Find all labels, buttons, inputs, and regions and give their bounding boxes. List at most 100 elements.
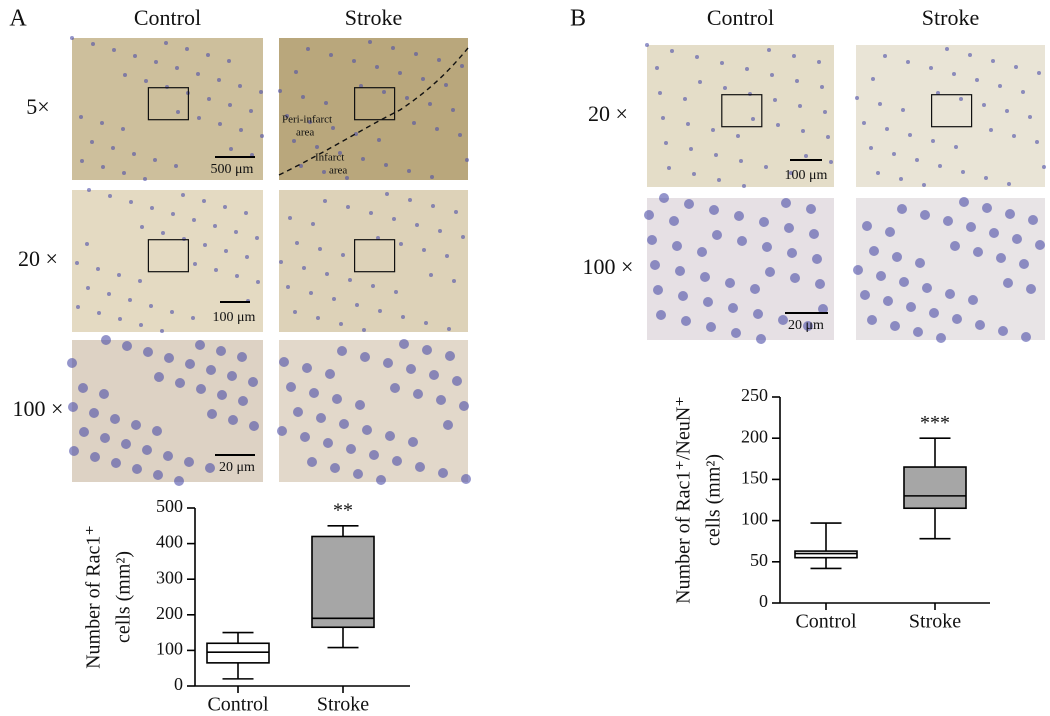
cell	[445, 254, 449, 258]
cell	[428, 102, 432, 106]
cell	[998, 84, 1002, 88]
y-tick-label: 0	[759, 591, 768, 611]
cell	[176, 110, 180, 114]
cell	[689, 147, 693, 151]
cell	[698, 80, 702, 84]
cell	[121, 127, 125, 131]
cell	[883, 54, 887, 58]
micrograph	[72, 38, 263, 180]
y-axis-label: Number of Rac1⁺/NeuN⁺	[673, 396, 695, 604]
cell	[885, 227, 895, 237]
cell	[206, 53, 210, 57]
cell	[184, 457, 194, 467]
cell	[322, 170, 326, 174]
cell	[829, 160, 833, 164]
cell	[369, 450, 379, 460]
cell	[1014, 65, 1018, 69]
cell	[227, 59, 231, 63]
cell	[429, 370, 439, 380]
significance-label: ***	[920, 412, 950, 434]
cell	[801, 129, 805, 133]
cell	[452, 279, 456, 283]
cell	[69, 446, 79, 456]
y-tick-label: 250	[741, 385, 768, 405]
row-label: 20 ×	[18, 246, 58, 271]
cell	[989, 128, 993, 132]
cell	[238, 396, 248, 406]
image-annotation: area	[329, 165, 347, 177]
cell	[855, 96, 859, 100]
cell	[213, 224, 217, 228]
cell	[316, 413, 326, 423]
cell	[669, 216, 679, 226]
cell	[97, 311, 101, 315]
cell	[79, 115, 83, 119]
cell	[407, 169, 411, 173]
cell	[260, 134, 264, 138]
cell	[121, 439, 131, 449]
cell	[306, 47, 310, 51]
cell	[764, 165, 768, 169]
cell	[377, 138, 381, 142]
scale-bar-label: 100 μm	[785, 168, 828, 183]
cell	[174, 164, 178, 168]
cell	[954, 145, 958, 149]
cell	[820, 85, 824, 89]
cell	[952, 314, 962, 324]
cell	[332, 297, 336, 301]
cell	[277, 426, 287, 436]
micrograph	[279, 190, 468, 332]
cell	[762, 242, 772, 252]
cell	[982, 103, 986, 107]
cell	[111, 458, 121, 468]
cell	[461, 474, 471, 484]
cell	[452, 376, 462, 386]
cell	[406, 364, 416, 374]
cell	[913, 327, 923, 337]
cell	[338, 151, 342, 155]
cell	[89, 408, 99, 418]
cell	[279, 260, 283, 264]
cell	[459, 401, 469, 411]
cell	[175, 378, 185, 388]
cell	[899, 177, 903, 181]
cell	[170, 310, 174, 314]
cell	[78, 383, 88, 393]
cell	[661, 116, 665, 120]
cell	[150, 206, 154, 210]
cell	[445, 351, 455, 361]
cell	[339, 322, 343, 326]
cell	[876, 171, 880, 175]
cell	[798, 104, 802, 108]
cell	[751, 117, 755, 121]
cell	[362, 425, 372, 435]
cell	[339, 419, 349, 429]
cell	[435, 127, 439, 131]
cell	[899, 277, 909, 287]
y-tick-label: 200	[156, 603, 183, 623]
cell	[129, 200, 133, 204]
cell	[216, 346, 226, 356]
cell	[144, 79, 148, 83]
cell	[285, 114, 289, 118]
cell	[885, 127, 889, 131]
y-tick-label: 100	[156, 639, 183, 659]
scale-bar-label: 20 μm	[219, 460, 255, 475]
cell	[91, 42, 95, 46]
cell	[362, 328, 366, 332]
cell	[235, 274, 239, 278]
cell	[920, 210, 930, 220]
cell	[107, 292, 111, 296]
cell	[110, 414, 120, 424]
cell	[867, 315, 877, 325]
cell	[278, 89, 282, 93]
cell	[245, 255, 249, 259]
cell	[938, 164, 942, 168]
cell	[259, 90, 263, 94]
cell	[368, 40, 372, 44]
cell	[975, 78, 979, 82]
cell	[149, 304, 153, 308]
cell	[945, 47, 949, 51]
cell	[936, 333, 946, 343]
cell	[185, 47, 189, 51]
